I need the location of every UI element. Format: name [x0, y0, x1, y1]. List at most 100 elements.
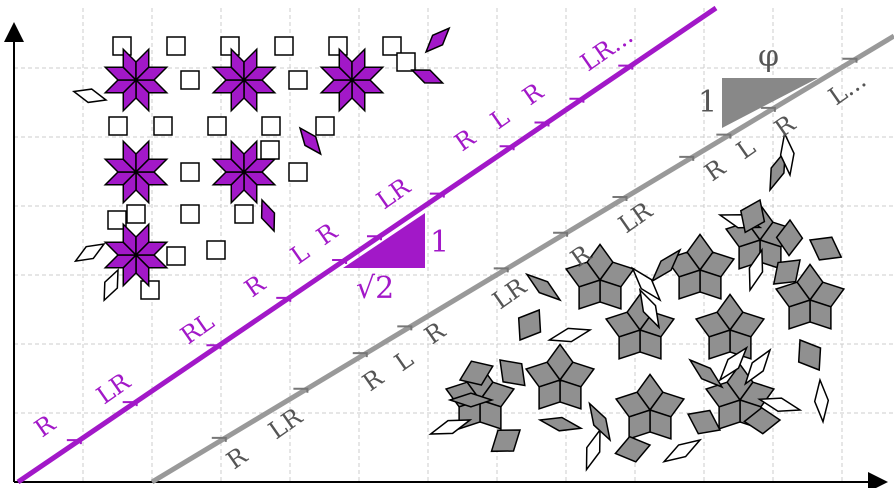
- gray-label: L: [389, 345, 418, 377]
- penrose-rhombus: [704, 381, 742, 408]
- gray-line: [150, 33, 894, 485]
- purple-label: L: [485, 103, 514, 135]
- square-tile: [234, 204, 254, 224]
- rhombus-tile: [260, 198, 276, 233]
- purple-slope-triangle: √2 1: [343, 213, 449, 306]
- square-tile: [261, 116, 281, 136]
- tick-mark: [760, 106, 776, 112]
- gray-slope-triangle: φ 1: [698, 39, 818, 128]
- penrose-rhombus: [774, 281, 812, 308]
- square-tile: [112, 36, 132, 56]
- square-tile: [180, 162, 200, 182]
- tick-mark: [366, 235, 382, 241]
- square-tile: [260, 140, 280, 160]
- square-tile: [166, 36, 186, 56]
- penrose-rhombus: [428, 419, 473, 435]
- penrose-rhombus: [524, 361, 562, 388]
- square-tile: [382, 36, 402, 56]
- rhombus-tile: [134, 241, 169, 256]
- tick-mark: [493, 267, 509, 273]
- penrose-rhombus: [813, 377, 830, 425]
- rhombus-tile: [410, 69, 445, 84]
- rhombus-tile: [298, 126, 322, 156]
- penrose-rhombus: [743, 348, 772, 386]
- gray-triangle-base-label: φ: [758, 39, 779, 74]
- penrose-rhombus-tiling-icon: [428, 131, 846, 472]
- penrose-rhombus: [631, 266, 662, 302]
- gray-triangle-height-label: 1: [698, 85, 717, 120]
- rhombus-tile: [350, 66, 385, 81]
- tick-mark: [122, 401, 138, 407]
- square-tile: [180, 204, 200, 224]
- square-tile: [315, 116, 335, 136]
- penrose-rhombus: [686, 409, 722, 435]
- penrose-rhombus: [748, 247, 764, 293]
- tick-mark: [66, 439, 82, 445]
- tick-mark: [679, 155, 695, 161]
- penrose-rhombus: [739, 198, 766, 234]
- tick-mark: [293, 387, 309, 393]
- purple-label: R: [517, 77, 549, 111]
- tick-mark: [352, 352, 368, 358]
- gray-label: R: [357, 363, 389, 397]
- purple-triangle-height-label: 1: [430, 225, 449, 260]
- penrose-rhombus: [638, 287, 661, 330]
- penrose-rhombus: [585, 427, 601, 472]
- penrose-rhombus: [743, 406, 782, 435]
- tick-mark: [276, 296, 292, 302]
- square-tile: [153, 116, 173, 136]
- square-tile: [108, 116, 128, 136]
- penrose-rhombus: [588, 401, 612, 443]
- square-tile: [126, 204, 146, 224]
- gray-label: R: [769, 109, 801, 143]
- rhombus-tile: [134, 66, 169, 81]
- tick-mark: [332, 258, 348, 264]
- penrose-rhombus: [564, 261, 602, 288]
- rhombus-tile: [242, 66, 277, 81]
- square-tile: [140, 280, 160, 300]
- rhombus-tile: [242, 158, 277, 173]
- penrose-rhombus: [694, 311, 732, 338]
- rhombus-tile: [71, 88, 108, 104]
- square-tile: [206, 240, 226, 260]
- tick-mark: [842, 57, 858, 63]
- purple-label: R: [449, 123, 481, 157]
- tick-mark: [716, 133, 732, 139]
- penrose-rhombus: [490, 429, 522, 453]
- tick-mark: [612, 196, 628, 202]
- ammann-beenker-tiling-icon: [71, 26, 451, 303]
- square-tile: [396, 52, 416, 72]
- penrose-rhombus: [614, 435, 652, 463]
- square-tile: [274, 36, 294, 56]
- penrose-rhombus: [718, 345, 749, 382]
- rhombus-tile: [103, 268, 119, 303]
- penrose-rhombus: [524, 272, 562, 302]
- purple-label: R: [311, 217, 343, 251]
- square-tile: [207, 116, 227, 136]
- tick-mark: [206, 344, 222, 350]
- square-tile: [180, 70, 200, 90]
- tick-mark: [211, 436, 227, 442]
- penrose-rhombus: [614, 391, 652, 418]
- gray-label: L: [731, 133, 760, 165]
- tick-mark: [534, 121, 550, 127]
- penrose-rhombus: [757, 397, 803, 412]
- square-tile: [166, 246, 186, 266]
- tick-mark: [553, 231, 569, 237]
- square-tile: [220, 36, 240, 56]
- square-tile: [288, 162, 308, 182]
- square-tile: [328, 36, 348, 56]
- penrose-rhombus: [499, 359, 526, 387]
- penrose-rhombus: [517, 308, 542, 342]
- purple-label: R: [29, 409, 61, 443]
- tick-mark: [429, 192, 445, 198]
- penrose-rhombus: [772, 259, 801, 285]
- penrose-rhombus: [779, 131, 795, 178]
- tick-mark: [499, 145, 515, 151]
- rhombus-tile: [424, 26, 451, 54]
- tick-mark: [618, 64, 634, 70]
- penrose-rhombus: [808, 236, 843, 261]
- penrose-rhombus: [458, 360, 494, 386]
